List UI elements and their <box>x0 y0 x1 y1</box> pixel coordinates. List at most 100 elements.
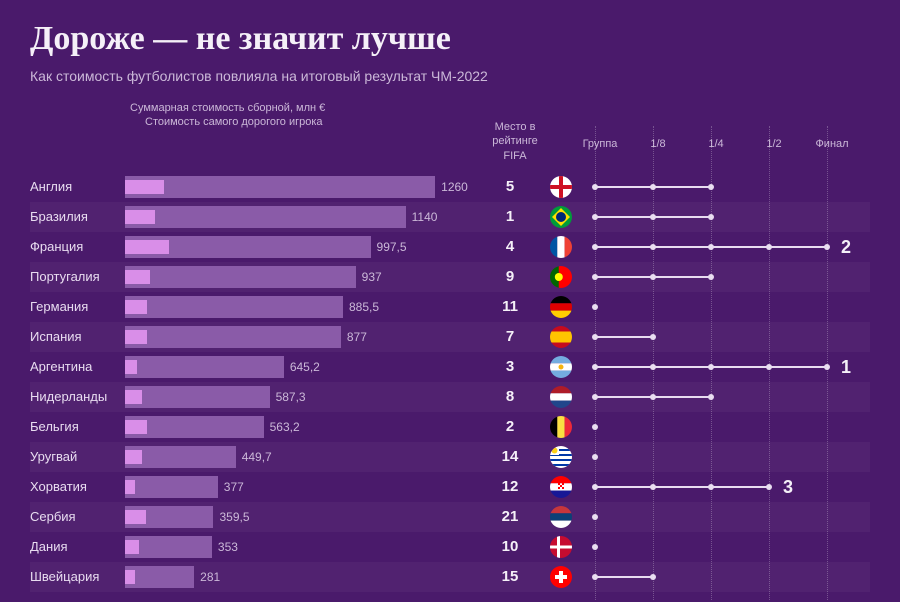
country-label: Португалия <box>30 269 120 284</box>
table-row: Швейцария28115 <box>30 562 870 592</box>
stage-dot <box>650 574 656 580</box>
stage-dot <box>708 244 714 250</box>
flag-icon <box>550 266 572 288</box>
stage-dot <box>592 214 598 220</box>
table-row: Сербия359,521 <box>30 502 870 532</box>
progress-track: 1 <box>595 352 885 382</box>
stage-dot <box>650 364 656 370</box>
flag-icon <box>550 206 572 228</box>
flag-icon <box>550 176 572 198</box>
col-header-stage: 1/4 <box>691 138 741 150</box>
flag-icon <box>550 356 572 378</box>
stage-dot <box>592 484 598 490</box>
bar-player <box>125 480 135 494</box>
stage-dot <box>592 424 598 430</box>
stage-dot <box>592 244 598 250</box>
country-label: Уругвай <box>30 449 120 464</box>
stage-dot <box>766 244 772 250</box>
stage-dot <box>592 514 598 520</box>
bar-value-label: 877 <box>347 330 367 344</box>
bar-value-label: 377 <box>224 480 244 494</box>
table-row: Аргентина645,231 <box>30 352 870 382</box>
bar-value-label: 885,5 <box>349 300 379 314</box>
flag-icon <box>550 536 572 558</box>
fifa-rank: 4 <box>485 238 535 255</box>
col-header-stage: 1/2 <box>749 138 799 150</box>
stage-dot <box>592 544 598 550</box>
stage-dot <box>766 484 772 490</box>
stage-dot <box>650 184 656 190</box>
flag-icon <box>550 506 572 528</box>
progress-track <box>595 532 885 562</box>
table-row: Дания35310 <box>30 532 870 562</box>
stage-dot <box>824 244 830 250</box>
fifa-rank: 7 <box>485 328 535 345</box>
table-row: Хорватия377123 <box>30 472 870 502</box>
table-row: Нидерланды587,38 <box>30 382 870 412</box>
bar-value-label: 359,5 <box>219 510 249 524</box>
columns-header: Место в рейтинге FIFA Группа1/81/41/2Фин… <box>30 138 870 170</box>
stage-dot <box>650 394 656 400</box>
stage-dot <box>708 484 714 490</box>
country-label: Англия <box>30 179 120 194</box>
bar-total <box>125 176 435 198</box>
fifa-rank: 12 <box>485 478 535 495</box>
progress-track <box>595 262 885 292</box>
progress-track <box>595 382 885 412</box>
stage-dot <box>650 274 656 280</box>
fifa-rank: 8 <box>485 388 535 405</box>
bar-total <box>125 266 356 288</box>
bar-player <box>125 270 150 284</box>
country-label: Германия <box>30 299 120 314</box>
bar-total <box>125 566 194 588</box>
stage-dot <box>766 364 772 370</box>
progress-track <box>595 202 885 232</box>
final-place-label: 3 <box>783 477 793 498</box>
bar-total <box>125 326 341 348</box>
col-header-stage: Группа <box>575 138 625 150</box>
legend-total: Суммарная стоимость сборной, млн € <box>130 102 325 114</box>
fifa-rank: 10 <box>485 538 535 555</box>
fifa-rank: 21 <box>485 508 535 525</box>
legend-player: Стоимость самого дорогого игрока <box>145 116 323 128</box>
bar-player <box>125 390 142 404</box>
flag-icon <box>550 566 572 588</box>
table-row: Бельгия563,22 <box>30 412 870 442</box>
fifa-rank: 9 <box>485 268 535 285</box>
flag-icon <box>550 296 572 318</box>
fifa-rank: 1 <box>485 208 535 225</box>
flag-icon <box>550 416 572 438</box>
stage-dot <box>650 214 656 220</box>
table-row: Испания 877 7 <box>30 322 870 352</box>
bar-value-label: 997,5 <box>377 240 407 254</box>
bar-player <box>125 450 142 464</box>
progress-track <box>595 292 885 322</box>
table-row: Бразилия11401 <box>30 202 870 232</box>
bar-value-label: 449,7 <box>242 450 272 464</box>
fifa-rank: 5 <box>485 178 535 195</box>
flag-icon <box>550 236 572 258</box>
progress-track: 2 <box>595 232 885 262</box>
country-label: Бразилия <box>30 209 120 224</box>
stage-dot <box>708 184 714 190</box>
progress-track <box>595 442 885 472</box>
bar-value-label: 353 <box>218 540 238 554</box>
bar-total <box>125 296 343 318</box>
flag-icon <box>550 326 572 348</box>
bar-player <box>125 510 146 524</box>
page-title: Дороже — не значит лучше <box>30 20 870 58</box>
bar-value-label: 281 <box>200 570 220 584</box>
bar-player <box>125 420 147 434</box>
country-label: Испания <box>30 329 120 344</box>
legend: Суммарная стоимость сборной, млн € Стоим… <box>30 102 870 138</box>
stage-dot <box>592 364 598 370</box>
bar-player <box>125 210 155 224</box>
flag-icon <box>550 446 572 468</box>
stage-dot <box>650 484 656 490</box>
progress-track <box>595 412 885 442</box>
stage-dot <box>592 184 598 190</box>
progress-track <box>595 562 885 592</box>
bar-value-label: 937 <box>362 270 382 284</box>
bar-player <box>125 360 137 374</box>
stage-dot <box>592 274 598 280</box>
